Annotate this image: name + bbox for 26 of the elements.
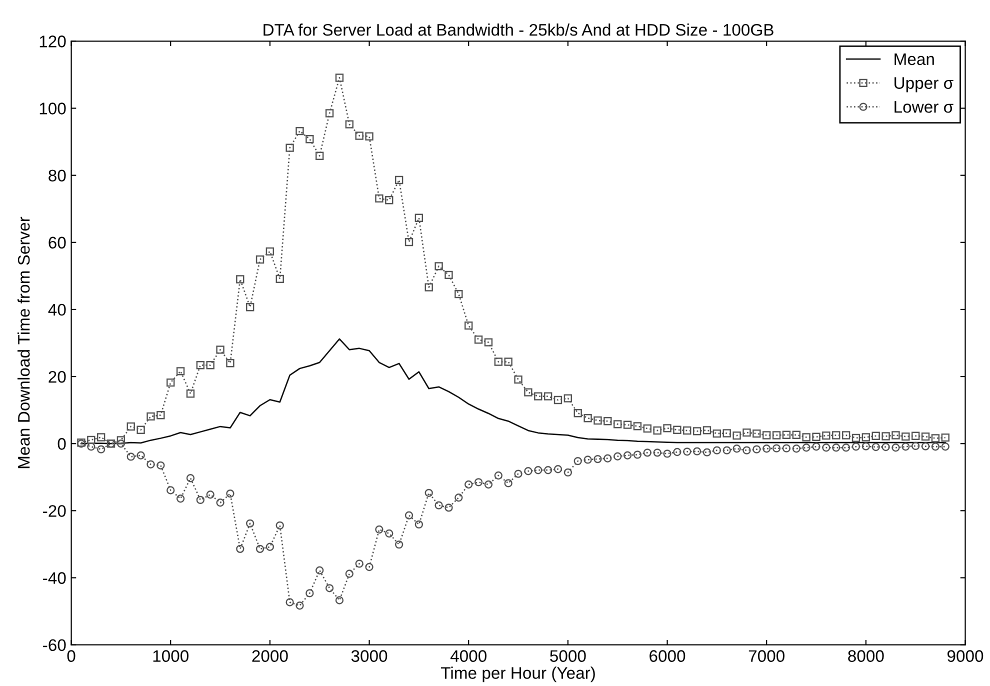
y-tick-label: 40 xyxy=(48,304,66,316)
legend-label: Upper σ xyxy=(894,77,954,92)
chart-title: DTA for Server Load at Bandwidth - 25kb/s And at HDD Size - 100GB xyxy=(264,24,774,36)
x-tick-label: 6000 xyxy=(650,650,686,662)
x-tick-label: 5000 xyxy=(550,650,586,662)
x-axis-title: Time per Hour (Year) xyxy=(440,666,595,682)
x-tick-label: 7000 xyxy=(748,650,784,662)
x-tick-label: 2000 xyxy=(252,650,288,662)
y-tick-label: 80 xyxy=(48,170,66,182)
legend-label: Lower σ xyxy=(894,101,954,113)
y-tick-label: 0 xyxy=(58,438,66,450)
y-axis-title: Mean Download Time from Server xyxy=(18,216,30,468)
legend-label: Mean xyxy=(894,53,934,66)
y-tick-label: -40 xyxy=(43,572,66,584)
y-tick-label: 120 xyxy=(40,36,66,48)
y-tick-label: 20 xyxy=(48,370,66,383)
y-tick-label: -60 xyxy=(43,639,66,652)
y-tick-label: 100 xyxy=(40,102,66,114)
x-tick-label: 9000 xyxy=(947,650,984,662)
y-tick-label: 60 xyxy=(48,236,66,249)
x-tick-label: 1000 xyxy=(153,650,188,662)
x-tick-label: 3000 xyxy=(351,650,388,662)
x-tick-label: 8000 xyxy=(848,650,884,662)
x-tick-label: 4000 xyxy=(450,650,486,662)
y-tick-label: -20 xyxy=(43,505,66,517)
x-tick-label: 0 xyxy=(67,650,76,662)
